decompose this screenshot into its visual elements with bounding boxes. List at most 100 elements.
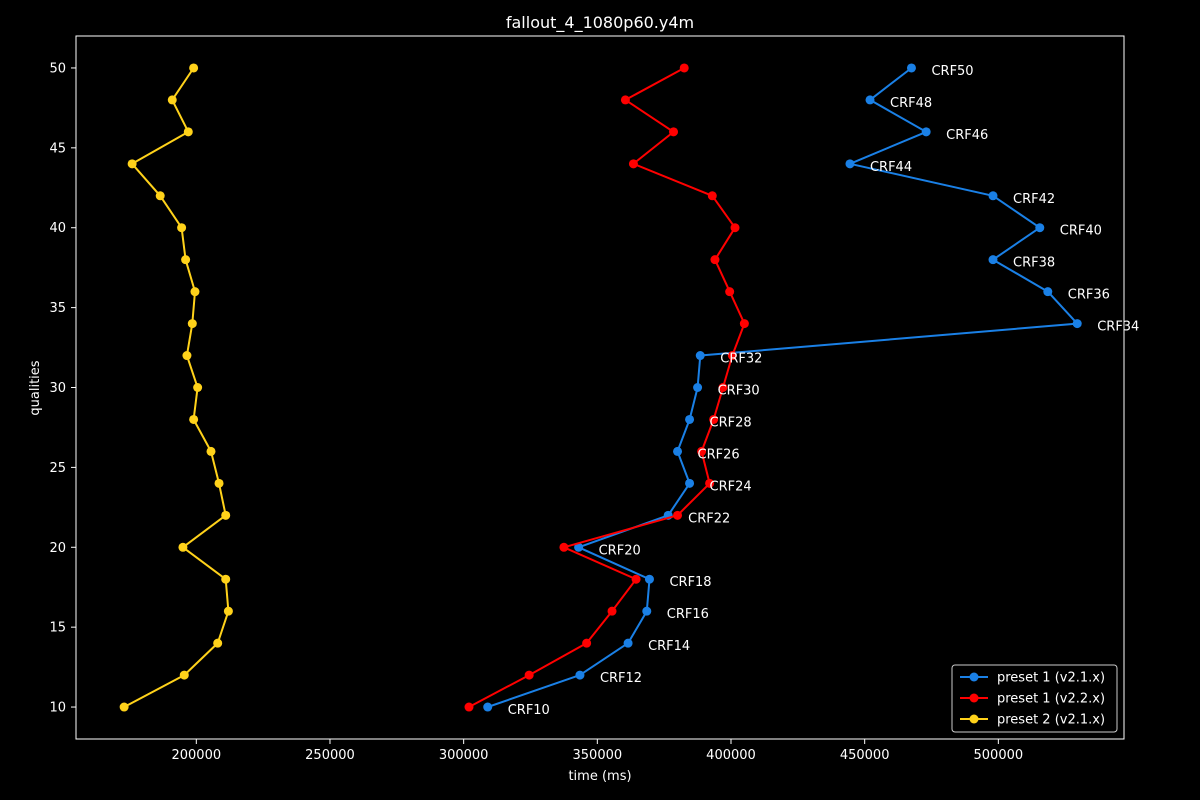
point-label: CRF28 — [710, 415, 752, 430]
data-point — [127, 159, 137, 169]
data-point — [642, 606, 652, 616]
data-point — [693, 383, 703, 392]
plot-frame — [75, 35, 1125, 740]
data-point — [582, 638, 592, 648]
point-label: CRF36 — [1068, 288, 1110, 303]
legend-marker — [969, 714, 979, 724]
point-label: CRF16 — [667, 607, 709, 622]
data-point — [189, 63, 199, 73]
data-point — [725, 287, 735, 297]
plot-area: 200000 250000 300000 350000 400000 450000 5000… — [49, 35, 1139, 763]
data-point — [183, 127, 193, 137]
data-point — [685, 414, 695, 424]
data-point — [718, 383, 728, 392]
legend: preset 1 (v2.1.x) preset 1 (v2.2.x) preset… — [951, 664, 1118, 733]
data-point — [1043, 287, 1053, 297]
data-point — [695, 351, 705, 361]
data-point — [921, 127, 931, 137]
data-point — [628, 159, 638, 169]
data-point — [705, 478, 715, 488]
data-point — [988, 255, 998, 265]
data-point — [739, 319, 749, 329]
point-label: CRF12 — [600, 671, 642, 686]
data-point — [464, 702, 474, 712]
data-point — [865, 95, 875, 105]
x-tick-label: 300000 — [439, 748, 489, 763]
y-tick-label: 35 — [49, 301, 66, 316]
data-point — [697, 446, 707, 456]
data-point — [182, 351, 192, 361]
data-point — [669, 127, 679, 137]
x-tick-label: 200000 — [171, 748, 221, 763]
x-tick-label: 350000 — [573, 748, 623, 763]
data-point — [620, 95, 630, 105]
point-label: CRF40 — [1060, 224, 1102, 239]
y-tick-label: 45 — [49, 141, 66, 156]
data-point — [607, 606, 617, 616]
y-tick-label: 15 — [49, 621, 66, 636]
data-point — [167, 95, 177, 105]
y-tick-label: 50 — [49, 61, 66, 76]
point-label: CRF44 — [870, 160, 912, 175]
y-tick-label: 25 — [49, 461, 66, 476]
x-tick-label: 500000 — [974, 748, 1024, 763]
data-point — [177, 223, 187, 233]
legend-label: preset 1 (v2.1.x) — [997, 671, 1105, 686]
point-label: CRF46 — [946, 128, 988, 143]
data-point — [189, 414, 199, 424]
data-point — [1035, 223, 1045, 233]
legend-label: preset 1 (v2.2.x) — [997, 692, 1105, 707]
data-point — [709, 414, 719, 424]
data-point — [575, 670, 585, 680]
legend-label: preset 2 (v2.1.x) — [997, 713, 1105, 728]
point-label: CRF18 — [669, 575, 711, 590]
data-point — [631, 574, 641, 584]
data-point — [221, 574, 231, 584]
data-point — [710, 255, 720, 265]
data-point — [524, 670, 534, 680]
series-1 — [483, 63, 1082, 712]
x-tick-label: 450000 — [840, 748, 890, 763]
point-label: CRF42 — [1013, 192, 1055, 207]
data-point — [190, 287, 200, 297]
data-point — [483, 702, 493, 712]
data-point — [559, 542, 569, 552]
data-point — [673, 510, 683, 520]
y-tick-label: 30 — [49, 381, 66, 396]
x-tick-label: 400000 — [706, 748, 756, 763]
point-label: CRF50 — [931, 64, 973, 79]
data-point — [119, 702, 129, 712]
data-point — [187, 319, 197, 329]
data-point — [213, 638, 223, 648]
y-axis-title: qualities — [28, 360, 43, 415]
point-label: CRF24 — [710, 479, 752, 494]
point-label: CRF32 — [720, 352, 762, 367]
data-point — [730, 223, 740, 233]
data-point — [673, 446, 683, 456]
data-point — [223, 606, 233, 616]
data-point — [155, 191, 165, 201]
chart-title: fallout_4_1080p60.y4m — [506, 13, 694, 33]
point-label: CRF30 — [718, 384, 760, 399]
point-label: CRF14 — [648, 639, 690, 654]
point-label: CRF38 — [1013, 256, 1055, 271]
series-3 — [119, 63, 233, 712]
x-tick-label: 250000 — [305, 748, 355, 763]
data-point — [574, 542, 584, 552]
point-label: CRF34 — [1097, 320, 1139, 335]
point-label: CRF20 — [599, 543, 641, 558]
data-point — [685, 478, 695, 488]
data-point — [206, 446, 216, 456]
point-label: CRF26 — [698, 447, 740, 462]
y-tick-label: 10 — [49, 701, 66, 716]
x-axis-title: time (ms) — [568, 769, 631, 784]
legend-box — [951, 664, 1118, 733]
legend-marker — [969, 693, 979, 703]
data-point — [221, 510, 231, 520]
point-label: CRF22 — [688, 511, 730, 526]
data-point — [988, 191, 998, 201]
data-point — [181, 255, 191, 265]
data-point — [214, 478, 224, 488]
point-label: CRF10 — [508, 703, 550, 718]
